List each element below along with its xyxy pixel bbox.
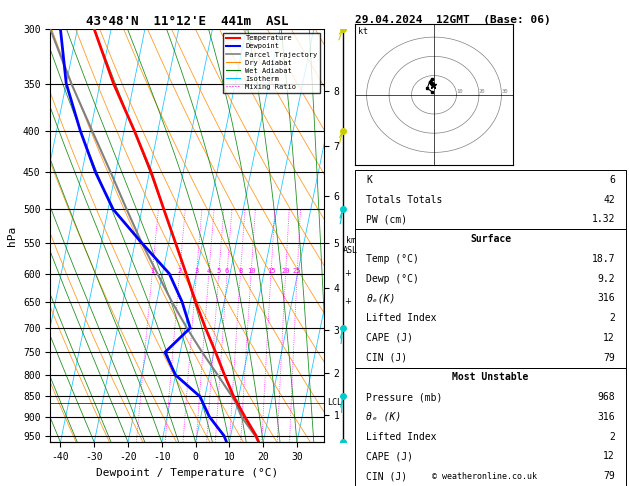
Text: 20: 20 — [281, 268, 290, 274]
Text: 15: 15 — [267, 268, 276, 274]
Y-axis label: km
ASL: km ASL — [343, 236, 358, 255]
Y-axis label: hPa: hPa — [8, 226, 18, 246]
Text: 1: 1 — [150, 268, 154, 274]
Text: 10: 10 — [247, 268, 255, 274]
Text: Most Unstable: Most Unstable — [452, 372, 529, 382]
Text: © weatheronline.co.uk: © weatheronline.co.uk — [432, 472, 537, 481]
Text: CIN (J): CIN (J) — [366, 353, 408, 363]
Text: 18.7: 18.7 — [591, 254, 615, 264]
Text: θₑ (K): θₑ (K) — [366, 412, 401, 422]
Text: 4: 4 — [207, 268, 211, 274]
Text: Temp (°C): Temp (°C) — [366, 254, 419, 264]
Text: 9.2: 9.2 — [598, 274, 615, 284]
Text: Surface: Surface — [470, 234, 511, 244]
Text: 8: 8 — [238, 268, 243, 274]
Text: 6: 6 — [225, 268, 229, 274]
Legend: Temperature, Dewpoint, Parcel Trajectory, Dry Adiabat, Wet Adiabat, Isotherm, Mi: Temperature, Dewpoint, Parcel Trajectory… — [223, 33, 320, 93]
Text: 2: 2 — [609, 313, 615, 323]
Text: 12: 12 — [603, 333, 615, 343]
Text: 79: 79 — [603, 353, 615, 363]
Text: K: K — [366, 175, 372, 185]
Text: 316: 316 — [598, 294, 615, 303]
Text: CAPE (J): CAPE (J) — [366, 451, 413, 461]
Text: LCL: LCL — [326, 398, 342, 407]
Text: Totals Totals: Totals Totals — [366, 195, 443, 205]
Text: 25: 25 — [293, 268, 301, 274]
Text: 968: 968 — [598, 392, 615, 402]
Text: 5: 5 — [216, 268, 221, 274]
Text: Lifted Index: Lifted Index — [366, 313, 437, 323]
Text: Lifted Index: Lifted Index — [366, 432, 437, 442]
Text: 1.32: 1.32 — [591, 214, 615, 225]
Text: 6: 6 — [609, 175, 615, 185]
Text: PW (cm): PW (cm) — [366, 214, 408, 225]
Title: 43°48'N  11°12'E  441m  ASL: 43°48'N 11°12'E 441m ASL — [86, 15, 288, 28]
Text: 79: 79 — [603, 471, 615, 481]
Text: kt: kt — [358, 27, 367, 36]
Text: Pressure (mb): Pressure (mb) — [366, 392, 443, 402]
Text: 2: 2 — [609, 432, 615, 442]
Text: 3: 3 — [194, 268, 199, 274]
Text: +: + — [344, 297, 351, 306]
Text: θₑ(K): θₑ(K) — [366, 294, 396, 303]
Text: 316: 316 — [598, 412, 615, 422]
Text: CAPE (J): CAPE (J) — [366, 333, 413, 343]
Text: 20: 20 — [479, 89, 486, 94]
Text: 29.04.2024  12GMT  (Base: 06): 29.04.2024 12GMT (Base: 06) — [355, 15, 551, 25]
Bar — [355, 229, 626, 367]
Text: 42: 42 — [603, 195, 615, 205]
Bar — [355, 367, 626, 486]
Text: 30: 30 — [501, 89, 508, 94]
Text: 2: 2 — [177, 268, 182, 274]
Text: Dewp (°C): Dewp (°C) — [366, 274, 419, 284]
Text: 12: 12 — [603, 451, 615, 461]
Text: +: + — [344, 269, 351, 278]
Text: CIN (J): CIN (J) — [366, 471, 408, 481]
X-axis label: Dewpoint / Temperature (°C): Dewpoint / Temperature (°C) — [96, 468, 278, 478]
Bar — [355, 170, 626, 229]
Text: 10: 10 — [457, 89, 463, 94]
